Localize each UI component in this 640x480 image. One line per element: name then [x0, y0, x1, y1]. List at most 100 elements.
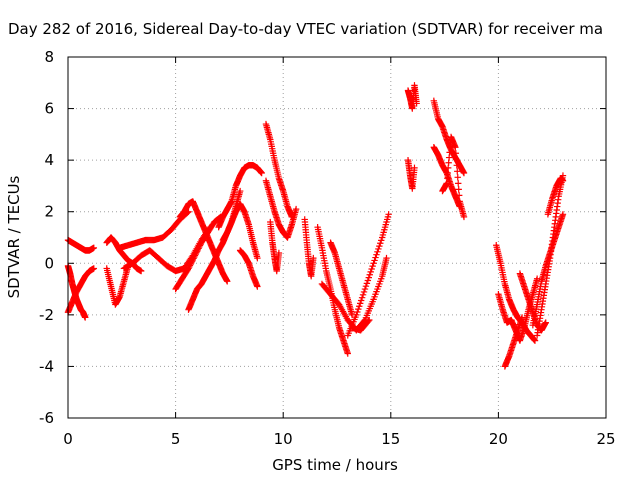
data-point: [371, 257, 378, 264]
data-series-2: [64, 265, 98, 316]
data-point: [358, 294, 366, 301]
data-series-22: [404, 82, 420, 112]
data-point: [455, 186, 462, 193]
axis-ticks: 0 5 10 15 20 25 -6 -4 -2 0 2 4 6 8: [39, 48, 616, 448]
data-point: [533, 275, 541, 282]
data-point: [353, 311, 360, 319]
data-series-20: [344, 211, 392, 339]
data-point: [460, 213, 468, 221]
data-point: [344, 350, 351, 357]
data-point: [90, 244, 98, 252]
data-point: [362, 283, 370, 290]
x-tick-label: 20: [489, 430, 508, 448]
data-point: [188, 259, 195, 266]
data-point: [193, 248, 201, 255]
data-series-19: [327, 239, 356, 319]
data-series-21: [348, 316, 373, 334]
data-point: [186, 263, 193, 271]
chart-title: Day 282 of 2016, Sidereal Day-to-day VTE…: [8, 20, 603, 38]
data-point: [188, 258, 196, 265]
data-point: [189, 256, 197, 264]
data-point: [360, 288, 368, 296]
y-tick-label: -6: [39, 409, 54, 427]
data-point: [292, 205, 300, 213]
data-series-15: [267, 218, 283, 275]
data-point: [366, 271, 373, 278]
y-axis-label: SDTVAR / TECUs: [5, 175, 23, 298]
x-tick-label: 0: [63, 430, 73, 448]
y-tick-label: -2: [39, 306, 54, 324]
data-point: [186, 262, 194, 269]
data-series-3: [103, 234, 145, 275]
data-point: [542, 319, 549, 326]
data-point: [365, 317, 372, 325]
data-point: [254, 283, 261, 290]
data-point: [373, 251, 380, 258]
data-point: [192, 250, 199, 258]
data-point: [374, 248, 381, 256]
data-point: [455, 192, 463, 199]
data-point: [185, 265, 192, 272]
data-point: [383, 254, 390, 262]
data-point: [82, 314, 89, 321]
data-series-10: [215, 162, 265, 231]
data-point: [413, 100, 420, 107]
data-point: [368, 265, 375, 273]
data-series-33: [516, 270, 549, 334]
data-point: [452, 150, 460, 157]
data-point: [367, 268, 374, 276]
data-point: [355, 305, 362, 313]
data-series-16: [301, 216, 317, 280]
data-series-32: [544, 174, 567, 218]
data-point: [254, 254, 261, 262]
data-point: [363, 280, 371, 287]
y-tick-label: 6: [44, 100, 54, 118]
data-point: [193, 249, 200, 256]
data-series-26: [439, 133, 468, 221]
data-point: [224, 278, 231, 285]
data-point: [356, 300, 364, 307]
data-point: [356, 303, 363, 310]
y-tick-label: -4: [39, 357, 54, 375]
data-series-17: [314, 223, 351, 357]
data-series-5: [116, 208, 192, 252]
data-point: [195, 245, 202, 252]
data-point: [372, 254, 379, 261]
data-point: [375, 245, 382, 253]
data-point: [559, 211, 567, 218]
x-tick-label: 25: [596, 430, 615, 448]
x-axis-label: GPS time / hours: [272, 456, 398, 474]
data-point: [190, 255, 197, 262]
data-point: [385, 211, 392, 218]
x-tick-label: 10: [274, 430, 293, 448]
data-point: [310, 254, 317, 262]
data-point: [518, 314, 526, 321]
x-tick-label: 5: [171, 430, 181, 448]
data-point: [191, 253, 198, 261]
data-point: [196, 242, 204, 249]
data-point: [275, 249, 283, 257]
y-tick-label: 0: [44, 254, 54, 272]
data-point: [378, 237, 385, 244]
data-point: [559, 177, 567, 184]
data-point: [258, 169, 265, 177]
data-points: [64, 82, 567, 370]
data-point: [455, 180, 462, 187]
y-tick-label: 4: [44, 151, 54, 169]
data-series-8: [172, 213, 224, 293]
data-point: [191, 252, 199, 259]
data-point: [460, 169, 468, 177]
data-point: [366, 316, 373, 324]
data-series-13: [262, 120, 296, 221]
data-point: [531, 337, 539, 344]
plot-frame: [67, 56, 607, 419]
data-point: [187, 260, 194, 268]
data-point: [452, 144, 459, 151]
data-point: [90, 265, 98, 272]
data-point: [357, 297, 365, 304]
data-point: [377, 240, 384, 247]
data-point: [370, 260, 377, 267]
data-point: [364, 277, 372, 284]
data-point: [196, 243, 203, 251]
